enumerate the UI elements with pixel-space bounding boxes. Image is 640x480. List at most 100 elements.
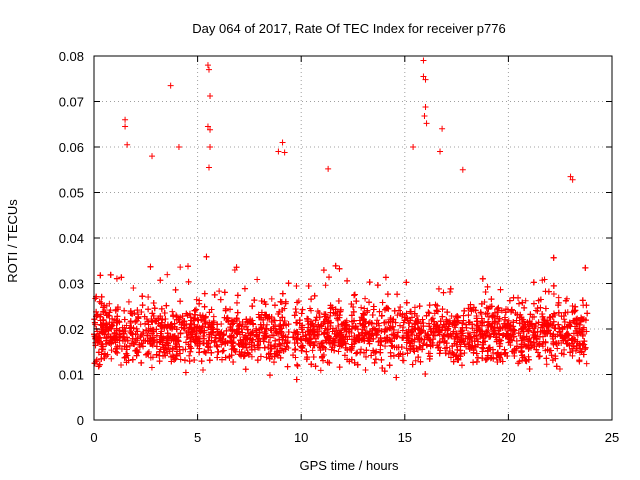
data-point <box>491 319 498 326</box>
data-point <box>356 317 363 324</box>
data-point <box>130 341 137 348</box>
data-point <box>504 320 511 327</box>
data-point <box>332 262 339 269</box>
data-point <box>218 356 225 363</box>
data-point <box>251 346 258 353</box>
data-point <box>298 337 305 344</box>
data-point <box>570 318 577 325</box>
data-point <box>403 310 410 317</box>
data-point <box>518 348 525 355</box>
data-point <box>478 322 485 329</box>
data-point <box>549 313 556 320</box>
data-point <box>479 348 486 355</box>
data-point <box>275 310 282 317</box>
data-point <box>405 320 412 327</box>
data-point <box>435 329 442 336</box>
data-point <box>434 342 441 349</box>
data-point <box>493 338 500 345</box>
data-point <box>312 317 319 324</box>
data-point <box>409 361 416 368</box>
data-point <box>98 293 105 300</box>
data-point <box>544 346 551 353</box>
data-point <box>182 339 189 346</box>
data-point <box>140 329 147 336</box>
data-point <box>381 368 388 375</box>
data-point <box>419 346 426 353</box>
data-point <box>348 318 355 325</box>
data-point <box>553 363 560 370</box>
data-point <box>545 288 552 295</box>
data-point <box>362 295 369 302</box>
data-point <box>208 349 215 356</box>
data-point <box>511 327 518 334</box>
data-point <box>148 364 155 371</box>
data-point <box>494 351 501 358</box>
data-point <box>343 333 350 340</box>
data-point <box>362 353 369 360</box>
data-point <box>138 309 145 316</box>
data-point <box>552 340 559 347</box>
data-point <box>303 348 310 355</box>
data-point <box>409 323 416 330</box>
data-point <box>215 335 222 342</box>
data-point <box>426 302 433 309</box>
data-point <box>351 291 358 298</box>
data-point <box>426 353 433 360</box>
data-point <box>376 308 383 315</box>
data-point <box>366 338 373 345</box>
data-point <box>496 354 503 361</box>
data-point <box>477 309 484 316</box>
data-point <box>257 353 264 360</box>
data-point <box>158 305 165 312</box>
data-point <box>529 325 536 332</box>
data-point <box>171 333 178 340</box>
data-point <box>310 354 317 361</box>
data-point <box>279 314 286 321</box>
data-point <box>415 354 422 361</box>
data-point <box>311 332 318 339</box>
data-point <box>425 309 432 316</box>
data-point <box>134 328 141 335</box>
data-point <box>307 327 314 334</box>
data-point <box>416 331 423 338</box>
data-point <box>417 358 424 365</box>
data-point <box>433 307 440 314</box>
data-point <box>241 324 248 331</box>
data-point <box>121 307 128 314</box>
data-point <box>403 299 410 306</box>
data-point <box>404 330 411 337</box>
data-point <box>488 296 495 303</box>
data-point <box>404 350 411 357</box>
data-point <box>484 283 491 290</box>
data-point <box>569 336 576 343</box>
data-point <box>168 358 175 365</box>
data-point <box>488 313 495 320</box>
data-point <box>187 348 194 355</box>
data-point <box>331 342 338 349</box>
data-point <box>495 309 502 316</box>
data-point <box>510 333 517 340</box>
data-point <box>457 347 464 354</box>
data-point <box>582 344 589 351</box>
data-point <box>390 316 397 323</box>
data-point <box>201 314 208 321</box>
data-point <box>97 272 104 279</box>
data-point <box>256 314 263 321</box>
data-point <box>107 271 114 278</box>
data-point <box>516 320 523 327</box>
data-point <box>271 302 278 309</box>
data-point <box>525 345 532 352</box>
data-point <box>240 353 247 360</box>
data-point <box>360 316 367 323</box>
data-point <box>177 350 184 357</box>
data-point <box>294 361 301 368</box>
data-point <box>504 330 511 337</box>
data-point <box>412 357 419 364</box>
data-point <box>324 359 331 366</box>
data-point <box>161 349 168 356</box>
data-point <box>145 306 152 313</box>
data-point <box>458 362 465 369</box>
data-point <box>496 343 503 350</box>
data-point <box>450 358 457 365</box>
data-point <box>169 308 176 315</box>
